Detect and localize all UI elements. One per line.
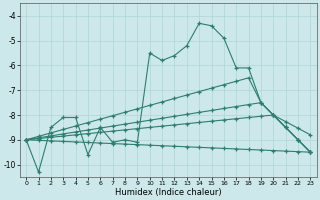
X-axis label: Humidex (Indice chaleur): Humidex (Indice chaleur) [115, 188, 221, 197]
